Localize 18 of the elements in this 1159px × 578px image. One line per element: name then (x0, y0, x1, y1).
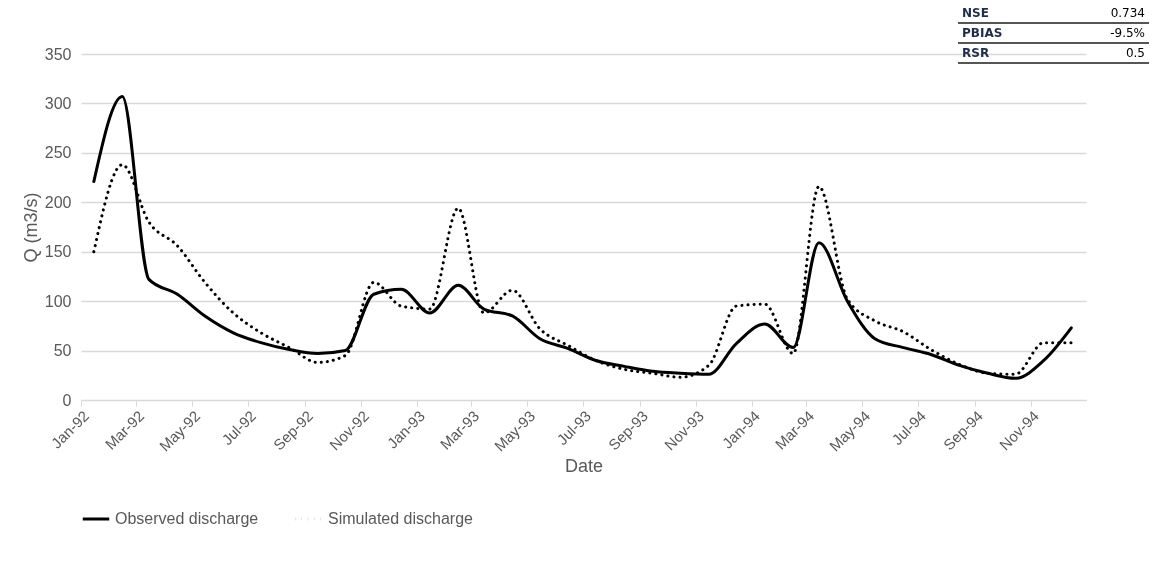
text: 0.734 (1036, 4, 1149, 23)
text: -9.5% (1036, 23, 1149, 43)
y-tick-label: 0 (62, 391, 72, 409)
legend-label: Simulated discharge (328, 510, 474, 527)
y-tick-label: 350 (44, 45, 72, 63)
y-tick-label: 200 (44, 193, 72, 211)
text: PBIAS (958, 23, 1036, 43)
text: 0.5 (1036, 43, 1149, 63)
y-tick-label: 100 (44, 292, 72, 310)
annotation: RSR (958, 43, 1036, 63)
y-tick-label: 300 (44, 94, 72, 112)
y-tick-label: 250 (44, 144, 72, 162)
y-tick-label: 150 (44, 243, 72, 261)
x-axis-title: Date (564, 456, 604, 477)
y-tick-label: 50 (53, 342, 72, 360)
legend-label: Observed discharge (115, 510, 259, 527)
text: NSE (958, 4, 1036, 23)
y-axis-title: Q (m3/s) (20, 192, 41, 263)
